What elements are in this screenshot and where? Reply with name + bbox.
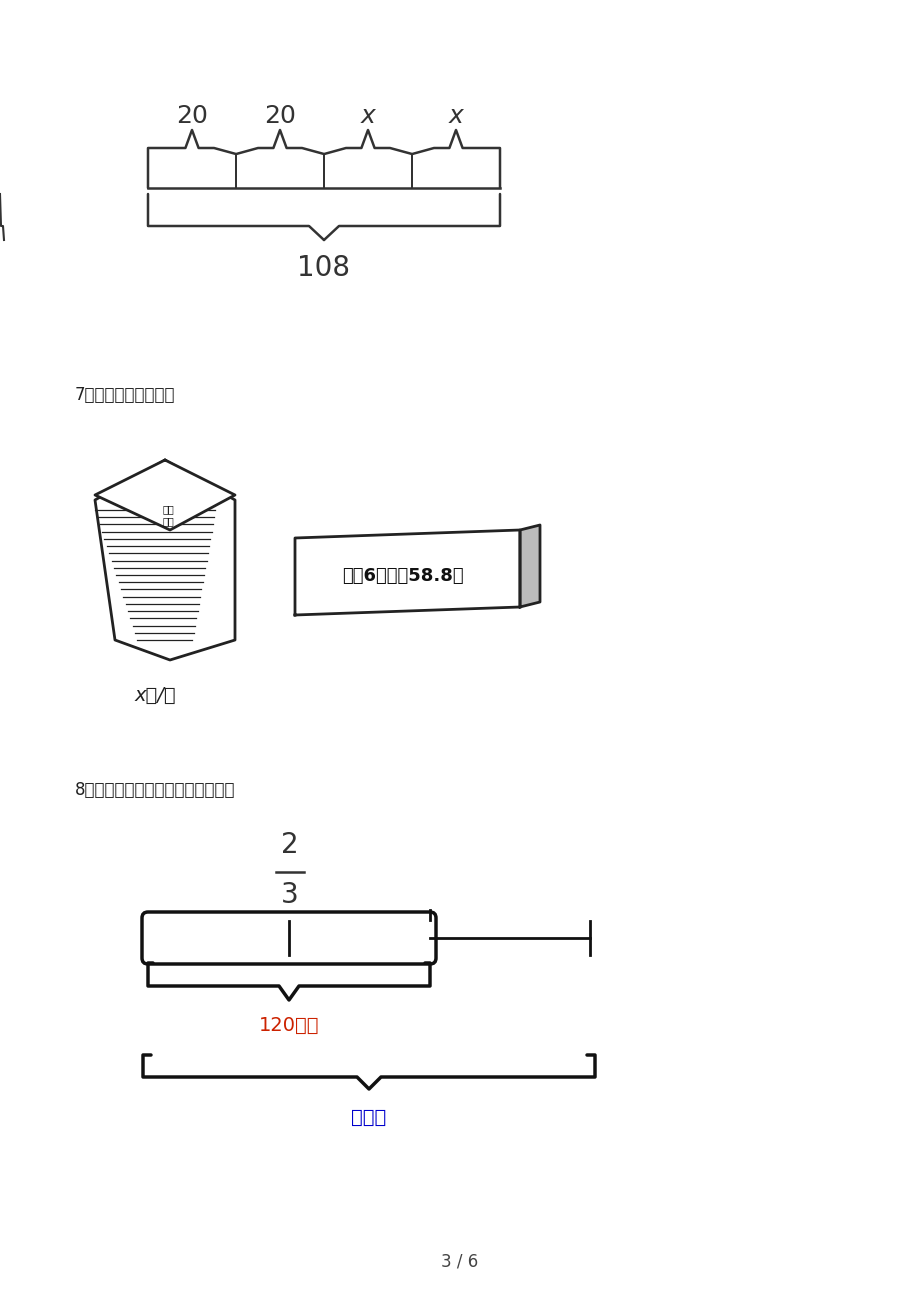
Polygon shape	[95, 460, 234, 660]
Text: 3: 3	[281, 881, 299, 909]
Polygon shape	[519, 525, 539, 607]
Text: x: x	[360, 104, 375, 128]
Text: x: x	[448, 104, 463, 128]
Text: 108: 108	[297, 254, 350, 283]
Text: 3 / 6: 3 / 6	[441, 1253, 478, 1271]
Text: 20: 20	[176, 104, 208, 128]
Text: 120千米: 120千米	[258, 1016, 319, 1035]
Text: 每套6本，共58.8元: 每套6本，共58.8元	[341, 568, 463, 586]
Polygon shape	[95, 460, 234, 530]
Text: 语算
文数: 语算 文数	[162, 504, 174, 526]
Text: 2: 2	[281, 831, 299, 859]
Text: 7．看图列方程解答。: 7．看图列方程解答。	[75, 385, 176, 404]
Text: 20: 20	[264, 104, 296, 128]
Polygon shape	[295, 530, 519, 615]
Text: x元/本: x元/本	[134, 685, 176, 704]
Text: ？千米: ？千米	[351, 1108, 386, 1126]
Text: 8．看图列算式（或方程）并解答。: 8．看图列算式（或方程）并解答。	[75, 781, 235, 799]
FancyBboxPatch shape	[142, 911, 436, 963]
